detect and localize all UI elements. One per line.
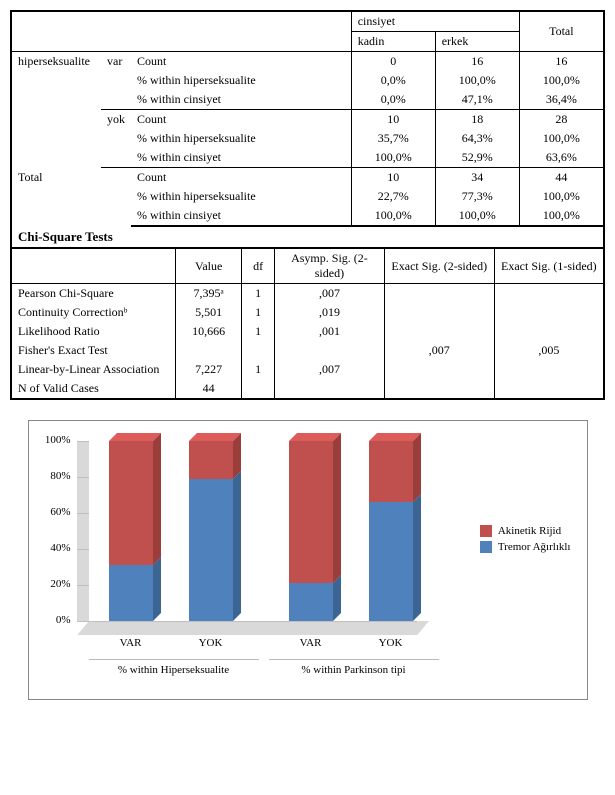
level-yok: yok [101,110,131,168]
x-axis-tick-label: YOK [361,637,421,649]
row-total: Total [11,168,131,227]
x-axis-category-label: % within Hiperseksualite [89,659,259,676]
chisq-table: Value df Asymp. Sig. (2-sided) Exact Sig… [10,249,605,400]
x-axis-tick-label: YOK [181,637,241,649]
legend-item: Akinetik Rijid [480,525,571,537]
crosstab-table: cinsiyet Total kadin erkek hiperseksuali… [10,10,605,249]
legend-label: Tremor Ağırlıklı [498,541,571,553]
bar-segment-tremor [289,583,333,621]
y-axis-tick-label: 60% [29,506,71,518]
bar-segment-tremor [369,502,413,621]
stat-label: Count [131,52,351,72]
legend-label: Akinetik Rijid [498,525,561,537]
col-header-kadin: kadin [351,32,435,52]
x-axis-category-label: % within Parkinson tipi [269,659,439,676]
bar-segment-akinetik [109,441,153,565]
bar-segment-tremor [109,565,153,621]
bar-segment-akinetik [369,441,413,502]
plot-area [89,441,429,621]
legend-item: Tremor Ağırlıklı [480,541,571,553]
legend-swatch-icon [480,525,492,537]
legend-swatch-icon [480,541,492,553]
bar-segment-akinetik [289,441,333,583]
x-axis-tick-label: VAR [281,637,341,649]
level-var: var [101,52,131,110]
y-axis-tick-label: 80% [29,470,71,482]
y-axis-tick-label: 0% [29,614,71,626]
y-axis-tick-label: 100% [29,434,71,446]
bar-segment-akinetik [189,441,233,479]
row-var-name: hiperseksualite [11,52,101,168]
chart-floor [77,621,429,635]
col-group-header: cinsiyet [351,11,519,32]
y-axis-tick-label: 40% [29,542,71,554]
legend: Akinetik Rijid Tremor Ağırlıklı [480,521,571,557]
bar-segment-tremor [189,479,233,621]
chisq-title: Chi-Square Tests [11,226,604,248]
x-axis-tick-label: VAR [101,637,161,649]
y-axis-tick-label: 20% [29,578,71,590]
col-total-header: Total [519,11,604,52]
stacked-bar-chart: 0% 20% 40% 60% 80% 100% VAR YOK VAR YOK % within… [28,420,588,700]
col-header-erkek: erkek [435,32,519,52]
